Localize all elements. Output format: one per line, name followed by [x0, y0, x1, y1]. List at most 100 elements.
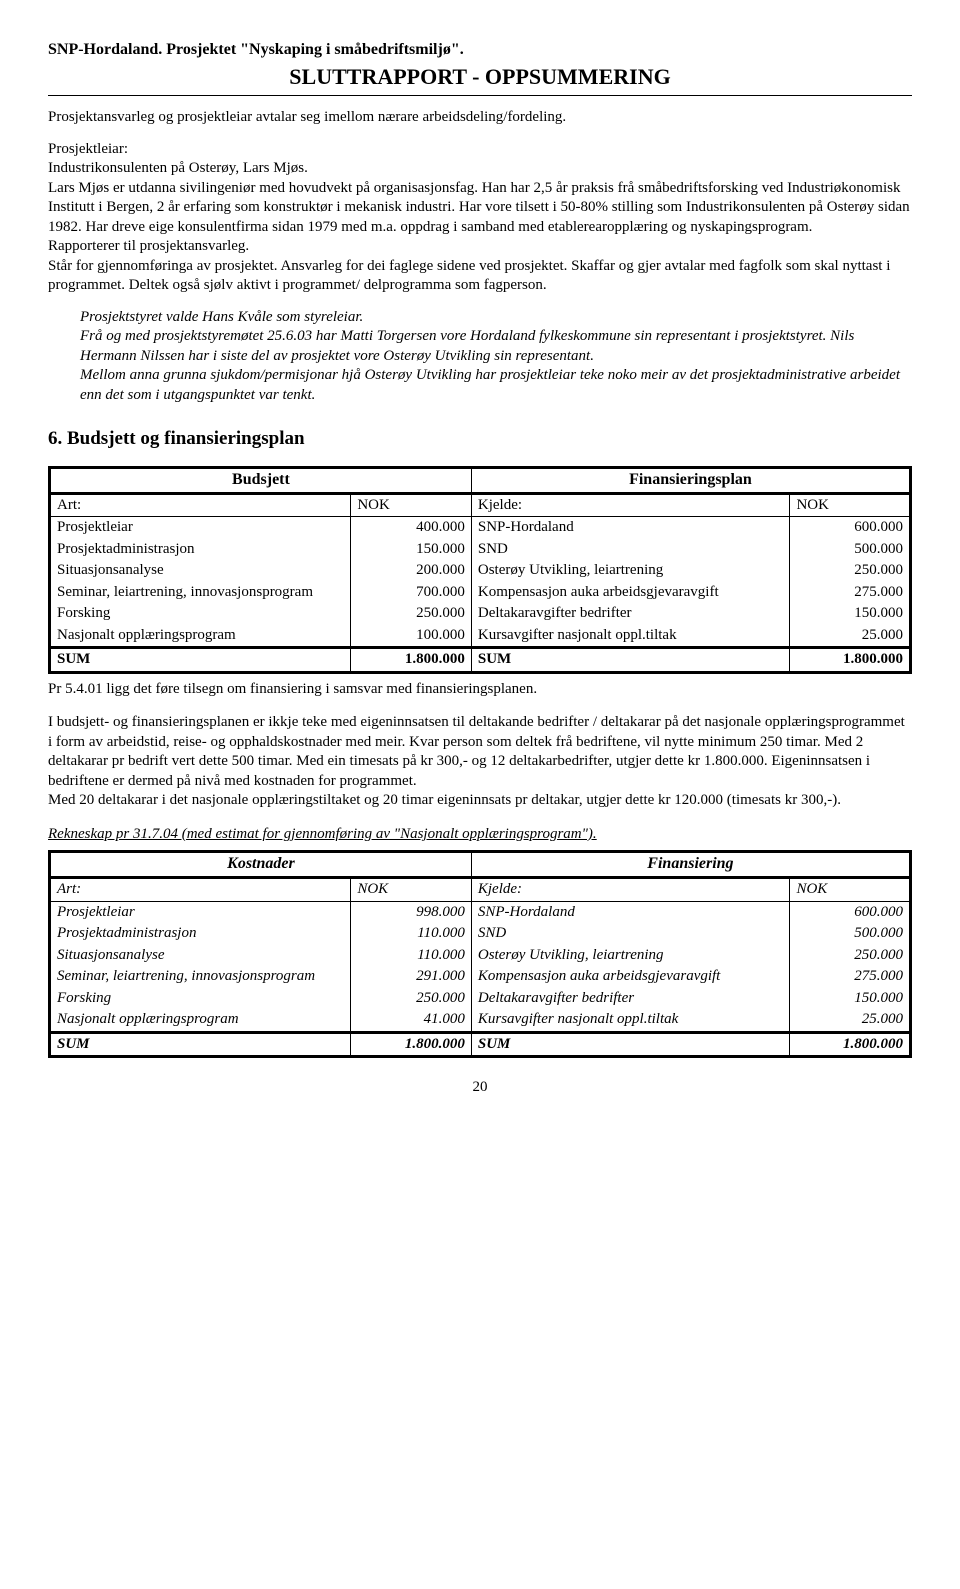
- table-cell: 200.000: [351, 560, 472, 582]
- table-cell: 998.000: [351, 901, 472, 923]
- after-t1-p1: Pr 5.4.01 ligg det føre tilsegn om finan…: [48, 680, 912, 700]
- rekneskap-table: Kostnader Finansiering Art: NOK Kjelde: …: [48, 850, 912, 1058]
- table-cell: Kompensasjon auka arbeidsgjevaravgift: [471, 966, 790, 988]
- table-cell: 600.000: [790, 901, 911, 923]
- table-cell: Kursavgifter nasjonalt oppl.tiltak: [471, 1009, 790, 1032]
- table-cell: Nasjonalt opplæringsprogram: [50, 1009, 351, 1032]
- intro-p1: Prosjektansvarleg og prosjektleiar avtal…: [48, 108, 912, 128]
- intro-p2: Prosjektleiar: Industrikonsulenten på Os…: [48, 140, 912, 296]
- rekneskap-hdr-left: Kostnader: [50, 852, 472, 878]
- rekneskap-sub-art: Art:: [50, 878, 351, 902]
- table-row: Seminar, leiartrening, innovasjonsprogra…: [50, 582, 911, 604]
- table-row: Prosjektleiar998.000SNP-Hordaland600.000: [50, 901, 911, 923]
- table-cell: 250.000: [351, 988, 472, 1010]
- table-row: Forsking250.000Deltakaravgifter bedrifte…: [50, 988, 911, 1010]
- budget-sum-b: 1.800.000: [351, 648, 472, 673]
- prosjektleiar-rapport: Rapporterer til prosjektansvarleg.: [48, 238, 249, 254]
- table-cell: Deltakaravgifter bedrifter: [471, 988, 790, 1010]
- budget-sum-d: 1.800.000: [790, 648, 911, 673]
- rekneskap-sub-kjelde: Kjelde:: [471, 878, 790, 902]
- table-cell: 600.000: [790, 517, 911, 539]
- table-cell: Prosjektadministrasjon: [50, 539, 351, 561]
- table-cell: Forsking: [50, 988, 351, 1010]
- after-t1-p2: I budsjett- og finansieringsplanen er ik…: [48, 713, 912, 811]
- table-cell: Nasjonalt opplæringsprogram: [50, 625, 351, 648]
- doc-header-line2: SLUTTRAPPORT - OPPSUMMERING: [48, 63, 912, 92]
- table-cell: Deltakaravgifter bedrifter: [471, 603, 790, 625]
- rekneskap-sub-nok2: NOK: [790, 878, 911, 902]
- italic-note-block: Prosjektstyret valde Hans Kvåle som styr…: [80, 308, 912, 406]
- budget-sub-art: Art:: [50, 493, 351, 517]
- table-cell: 110.000: [351, 923, 472, 945]
- table-row: Situasjonsanalyse110.000Osterøy Utviklin…: [50, 945, 911, 967]
- table-row: Nasjonalt opplæringsprogram41.000Kursavg…: [50, 1009, 911, 1032]
- section-6-title: 6. Budsjett og finansieringsplan: [48, 427, 912, 452]
- table-row: Prosjektleiar400.000SNP-Hordaland600.000: [50, 517, 911, 539]
- table-cell: 250.000: [790, 560, 911, 582]
- table-cell: 400.000: [351, 517, 472, 539]
- table-cell: 150.000: [790, 603, 911, 625]
- italic-p1: Prosjektstyret valde Hans Kvåle som styr…: [80, 308, 912, 328]
- table-cell: Kursavgifter nasjonalt oppl.tiltak: [471, 625, 790, 648]
- italic-p3: Mellom anna grunna sjukdom/permisjonar h…: [80, 366, 912, 405]
- table-cell: SNP-Hordaland: [471, 901, 790, 923]
- budget-sum-a: SUM: [50, 648, 351, 673]
- rekneskap-sum-d: 1.800.000: [790, 1032, 911, 1057]
- table-cell: 275.000: [790, 582, 911, 604]
- table-cell: 150.000: [790, 988, 911, 1010]
- table-cell: Seminar, leiartrening, innovasjonsprogra…: [50, 966, 351, 988]
- table-cell: 25.000: [790, 1009, 911, 1032]
- table-cell: Prosjektleiar: [50, 517, 351, 539]
- table-cell: SNP-Hordaland: [471, 517, 790, 539]
- budget-sub-nok2: NOK: [790, 493, 911, 517]
- budget-sub-nok: NOK: [351, 493, 472, 517]
- rekneskap-sub-nok: NOK: [351, 878, 472, 902]
- table-cell: SND: [471, 923, 790, 945]
- table-cell: 150.000: [351, 539, 472, 561]
- table-cell: 110.000: [351, 945, 472, 967]
- table-cell: 500.000: [790, 923, 911, 945]
- italic-p2: Frå og med prosjektstyremøtet 25.6.03 ha…: [80, 327, 912, 366]
- budget-sub-kjelde: Kjelde:: [471, 493, 790, 517]
- table-row: Prosjektadministrasjon110.000SND500.000: [50, 923, 911, 945]
- table-cell: 41.000: [351, 1009, 472, 1032]
- after-t1-p3-text: Med 20 deltakarar i det nasjonale opplær…: [48, 792, 841, 808]
- table-cell: 250.000: [790, 945, 911, 967]
- table-cell: Osterøy Utvikling, leiartrening: [471, 945, 790, 967]
- table-cell: Prosjektadministrasjon: [50, 923, 351, 945]
- rekneskap-sum-b: 1.800.000: [351, 1032, 472, 1057]
- table-cell: Prosjektleiar: [50, 901, 351, 923]
- budget-table: Budsjett Finansieringsplan Art: NOK Kjel…: [48, 466, 912, 674]
- table-cell: 275.000: [790, 966, 911, 988]
- table-row: Prosjektadministrasjon150.000SND500.000: [50, 539, 911, 561]
- after-t1-p2-text: I budsjett- og finansieringsplanen er ik…: [48, 714, 905, 789]
- prosjektleiar-bio: Lars Mjøs er utdanna sivilingeniør med h…: [48, 180, 910, 235]
- table-cell: Situasjonsanalyse: [50, 945, 351, 967]
- table-cell: Osterøy Utvikling, leiartrening: [471, 560, 790, 582]
- table-row: Forsking250.000Deltakaravgifter bedrifte…: [50, 603, 911, 625]
- rekneskap-title: Rekneskap pr 31.7.04 (med estimat for gj…: [48, 825, 912, 845]
- table-cell: 250.000: [351, 603, 472, 625]
- table-cell: 700.000: [351, 582, 472, 604]
- header-divider: [48, 95, 912, 96]
- rekneskap-sum-c: SUM: [471, 1032, 790, 1057]
- rekneskap-hdr-right: Finansiering: [471, 852, 910, 878]
- table-cell: Seminar, leiartrening, innovasjonsprogra…: [50, 582, 351, 604]
- prosjektleiar-label: Prosjektleiar:: [48, 141, 128, 157]
- table-cell: 500.000: [790, 539, 911, 561]
- prosjektleiar-ansvar: Står for gjennomføringa av prosjektet. A…: [48, 258, 890, 294]
- budget-hdr-left: Budsjett: [50, 468, 472, 494]
- table-cell: Forsking: [50, 603, 351, 625]
- table-cell: 25.000: [790, 625, 911, 648]
- rekneskap-sum-a: SUM: [50, 1032, 351, 1057]
- table-cell: SND: [471, 539, 790, 561]
- page-number: 20: [48, 1078, 912, 1098]
- table-cell: 291.000: [351, 966, 472, 988]
- table-cell: Kompensasjon auka arbeidsgjevaravgift: [471, 582, 790, 604]
- table-cell: Situasjonsanalyse: [50, 560, 351, 582]
- budget-sum-c: SUM: [471, 648, 790, 673]
- table-row: Situasjonsanalyse200.000Osterøy Utviklin…: [50, 560, 911, 582]
- table-cell: 100.000: [351, 625, 472, 648]
- table-row: Seminar, leiartrening, innovasjonsprogra…: [50, 966, 911, 988]
- prosjektleiar-name: Industrikonsulenten på Osterøy, Lars Mjø…: [48, 160, 308, 176]
